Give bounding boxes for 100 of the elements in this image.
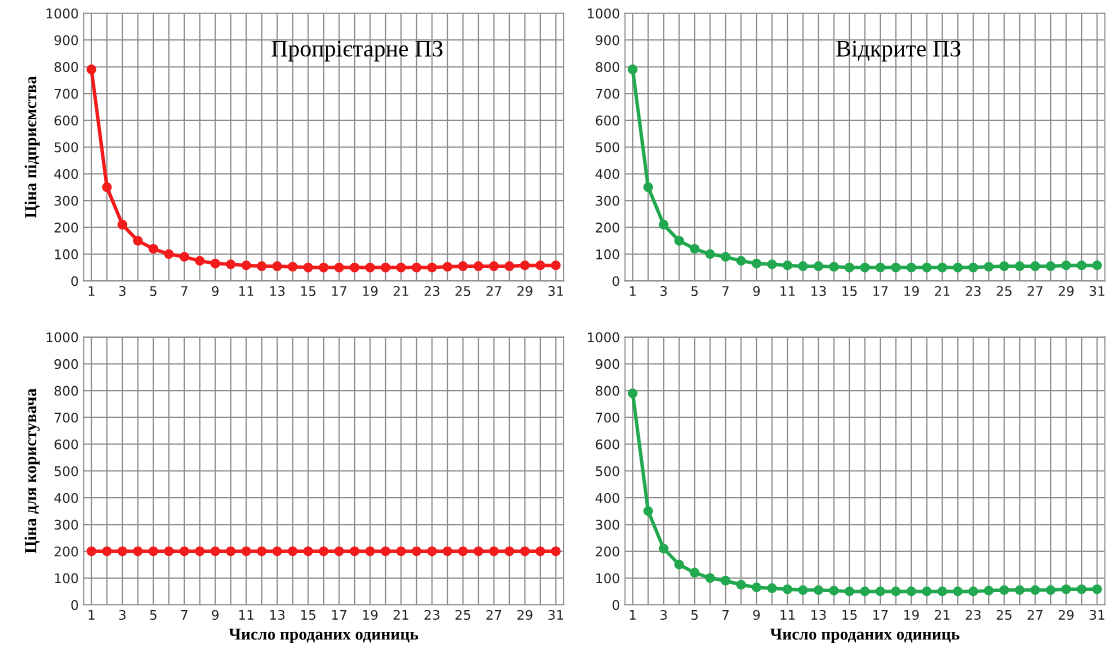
point [968,262,979,273]
y-tick-label: 100 [55,249,78,260]
y-tick-label: 800 [54,385,78,396]
point [689,243,700,254]
x-tick-label: 11 [780,286,795,296]
point [442,261,453,272]
x-tick-label: 9 [211,286,219,296]
x-tick-label: 7 [181,610,188,620]
x-tick-label: 31 [1089,609,1105,620]
y-tick-label: 500 [595,142,620,153]
point [875,262,886,273]
x-tick-label: 3 [660,609,667,620]
x-tick-label: 15 [301,286,316,296]
y-tick-label: 200 [54,546,78,557]
x-tick-label: 5 [691,610,698,620]
point [782,584,793,595]
point [1092,584,1102,595]
x-tick-label: 3 [119,286,126,296]
y-tick-label: 600 [595,439,620,450]
x-tick-label: 29 [1058,609,1074,620]
point [844,586,855,597]
point [921,262,932,273]
text: Пропрієтарне ПЗ [271,40,443,62]
x-tick-label: 25 [996,286,1012,296]
point [860,586,870,597]
x-tick-label: 11 [780,610,795,620]
point [658,543,669,554]
x-tick-label: 11 [239,610,254,620]
y-tick-label: 100 [596,249,620,260]
y-tick-label: 400 [595,169,620,180]
point [937,262,948,273]
point [627,64,638,75]
point [937,586,948,597]
point [751,582,762,593]
point [194,255,205,266]
x-tick-label: 27 [486,609,502,620]
x-tick-label: 25 [455,609,471,620]
x-tick-label: 13 [270,609,285,620]
point [736,579,746,590]
x-tick-label: 23 [965,609,981,620]
y-tick-label: 500 [595,466,620,477]
x-tick-label: 3 [660,286,667,296]
point [906,586,917,597]
x-tick-label: 29 [1058,286,1074,296]
point [767,583,777,594]
x-tick-label: 9 [753,286,760,296]
x-tick-label: 31 [1089,286,1105,296]
x-tick-label: 9 [753,609,760,620]
x-tick-label: 29 [517,286,533,296]
point [163,249,174,260]
x-tick-label: 1 [88,286,95,296]
x-tick-label: 7 [181,286,188,296]
point [365,262,375,273]
x-axis-title: Число проданих одиниць [770,628,960,644]
y-tick-label: 900 [54,35,78,46]
point [86,64,97,75]
point [1061,260,1072,271]
point [952,262,963,273]
x-tick-label: 9 [211,609,219,620]
x-tick-label: 5 [150,286,157,296]
y-tick-label: 600 [595,115,620,126]
point [906,262,917,273]
y-tick-label: 200 [54,222,78,233]
x-tick-label: 5 [691,286,698,296]
x-tick-label: 1 [88,610,95,620]
x-tick-label: 25 [996,609,1012,620]
point [411,262,422,273]
point [983,261,994,272]
point [256,261,267,272]
point [334,262,344,273]
y-tick-label: 900 [595,359,620,370]
y-tick-label: 700 [596,88,620,99]
point [890,262,901,273]
point [968,586,979,597]
point [303,262,314,273]
point [1045,261,1056,272]
point [736,255,746,266]
x-tick-label: 23 [424,286,440,296]
y-tick-label: 300 [54,195,78,206]
x-tick-label: 27 [1027,286,1043,296]
y-tick-label: 300 [54,519,78,530]
point [179,251,190,262]
x-tick-label: 29 [517,609,533,620]
y-axis-title: Ціна підприємства [24,76,40,218]
y-tick-label: 400 [54,169,78,180]
y-tick-label: 300 [595,519,620,530]
point [1076,260,1087,271]
point [782,260,793,271]
y-tick-label: 200 [595,222,620,233]
point [983,585,994,596]
x-tick-label: 17 [332,286,347,296]
point [798,585,808,595]
point [952,586,963,597]
x-tick-label: 13 [270,286,285,296]
point [999,261,1010,272]
point [396,262,406,273]
y-tick-label: 800 [595,385,620,396]
point [210,258,221,269]
y-tick-label: 500 [54,466,78,477]
text: Відкрите ПЗ [836,40,961,62]
